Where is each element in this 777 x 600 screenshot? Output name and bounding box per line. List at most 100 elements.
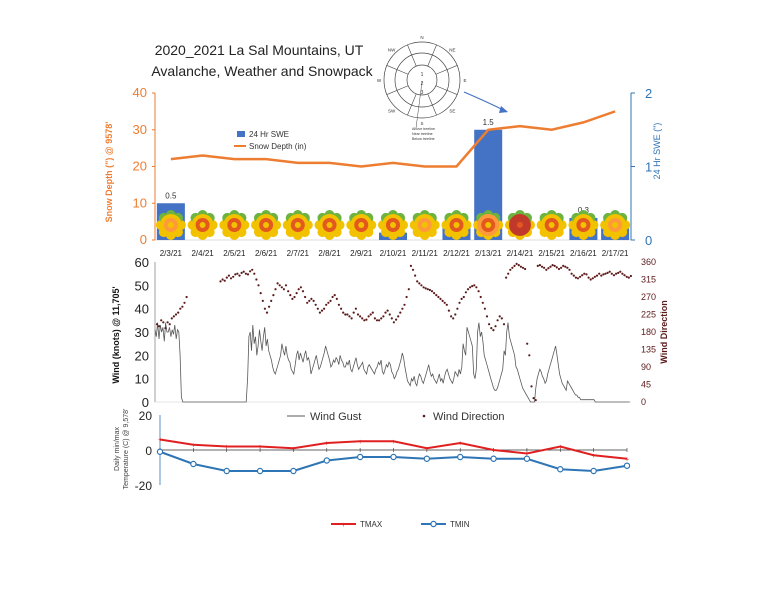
wind-direction-point [316,307,319,310]
wind-direction-point [445,303,448,306]
rose-sector-line [427,44,437,67]
wind-direction-point [354,307,357,310]
wind-direction-point [278,284,281,287]
wind-direction-point [323,307,326,310]
wind-direction-point [471,285,474,288]
wind-direction-point [551,264,554,267]
tmin-marker [156,448,164,455]
wind-direction-point [507,272,510,275]
wind-direction-point [433,292,436,295]
wind-direction-point [574,276,578,279]
legend-snow-depth-label: Snow Depth (in) [249,142,307,151]
wind-direction-point [340,307,343,310]
legend-direction-swatch [422,414,426,418]
danger-rose-icon [251,210,282,240]
wind-direction-point [177,311,180,314]
wind-direction-point [526,342,529,345]
wind-direction-point [346,313,349,316]
wind-direction-point [615,272,618,275]
wind-direction-point [304,295,307,299]
wind-direction-point [344,313,347,316]
wind-direction-point [373,317,376,320]
wind-direction-point [225,276,228,279]
date-label: 2/9/21 [350,249,373,258]
wind-direction-point [490,327,493,330]
wind-direction-point [591,277,594,280]
wind-direction-point [505,276,508,279]
danger-rose-core [358,222,365,228]
wind-direction-point [538,264,542,267]
wind-direction-point [320,309,324,312]
wind-direction-tick-label: 270 [641,292,656,302]
danger-rose-core [548,222,555,228]
wind-direction-point [568,268,571,271]
wind-direction-point [502,323,506,326]
danger-rose-icon [536,210,567,240]
wind-direction-point [430,290,434,293]
swe-axis-title: 24 Hr SWE (") [652,123,662,180]
wind-direction-point [560,266,563,269]
wind-direction-point [426,288,429,291]
rose-ring-1 [383,41,461,119]
wind-direction-point [479,295,482,299]
wind-tick-label: 10 [135,372,149,387]
tmin-marker [390,453,397,461]
tmin-marker [190,460,197,468]
date-label: 2/16/21 [570,249,597,258]
tmin-marker [223,467,230,475]
wind-direction-point [547,267,550,270]
rose-pointer-arrowhead [499,106,508,113]
wind-direction-point [579,275,582,278]
wind-direction-point [392,321,395,324]
wind-tick-label: 30 [135,325,149,340]
danger-rose-core [580,222,587,228]
danger-rose-core [516,222,523,228]
tmin-marker [323,457,330,464]
wind-direction-point [536,264,539,267]
wind-direction-point [585,273,588,276]
tmax-marker: + [225,444,229,451]
danger-rose-core [453,222,460,228]
wind-direction-point [562,264,565,267]
tmin-marker [623,462,631,469]
tmax-marker: + [291,446,295,453]
date-label: 2/12/21 [443,249,470,258]
wind-direction-point [282,288,285,291]
wind-direction-point [386,309,389,312]
wind-direction-tick-label: 180 [641,327,656,337]
wind-direction-point [359,315,362,318]
wind-direction-point [589,278,592,281]
wind-direction-point [435,294,438,297]
wind-direction-point [325,303,328,306]
wind-direction-tick-label: 135 [641,345,656,355]
wind-direction-point [524,267,527,271]
wind-direction-point [219,280,222,283]
rose-legend-item: Below treeline [412,137,435,141]
date-label: 2/17/21 [602,249,629,258]
snowpack-panel: 0102030400120.50000000.100.21.5000.30.22… [133,85,653,258]
wind-direction-point [452,317,455,320]
wind-direction-point [172,315,175,318]
swe-data-label: 1.5 [483,118,495,127]
danger-rose-icon [155,210,186,240]
wind-direction-point [519,265,523,268]
temperature-legend: + TMAX TMIN [331,520,470,529]
wind-direction-point [473,284,476,287]
tmax-marker: + [191,442,195,449]
wind-direction-point [572,274,575,277]
rose-direction-sw: SW [388,108,396,113]
danger-rose-core [485,222,492,228]
wind-direction-point [443,301,446,304]
wind-direction-point [566,266,569,269]
wind-direction-point [293,295,296,299]
rose-ring-label: 3 [421,90,424,96]
wind-direction-point [185,295,188,299]
wind-direction-point [164,327,167,330]
wind-direction-point [329,299,332,302]
wind-direction-point [610,272,613,275]
wind-direction-point [414,274,417,277]
danger-rose-core [167,222,174,228]
wind-direction-point [549,265,552,268]
danger-rose-icon [600,210,631,240]
